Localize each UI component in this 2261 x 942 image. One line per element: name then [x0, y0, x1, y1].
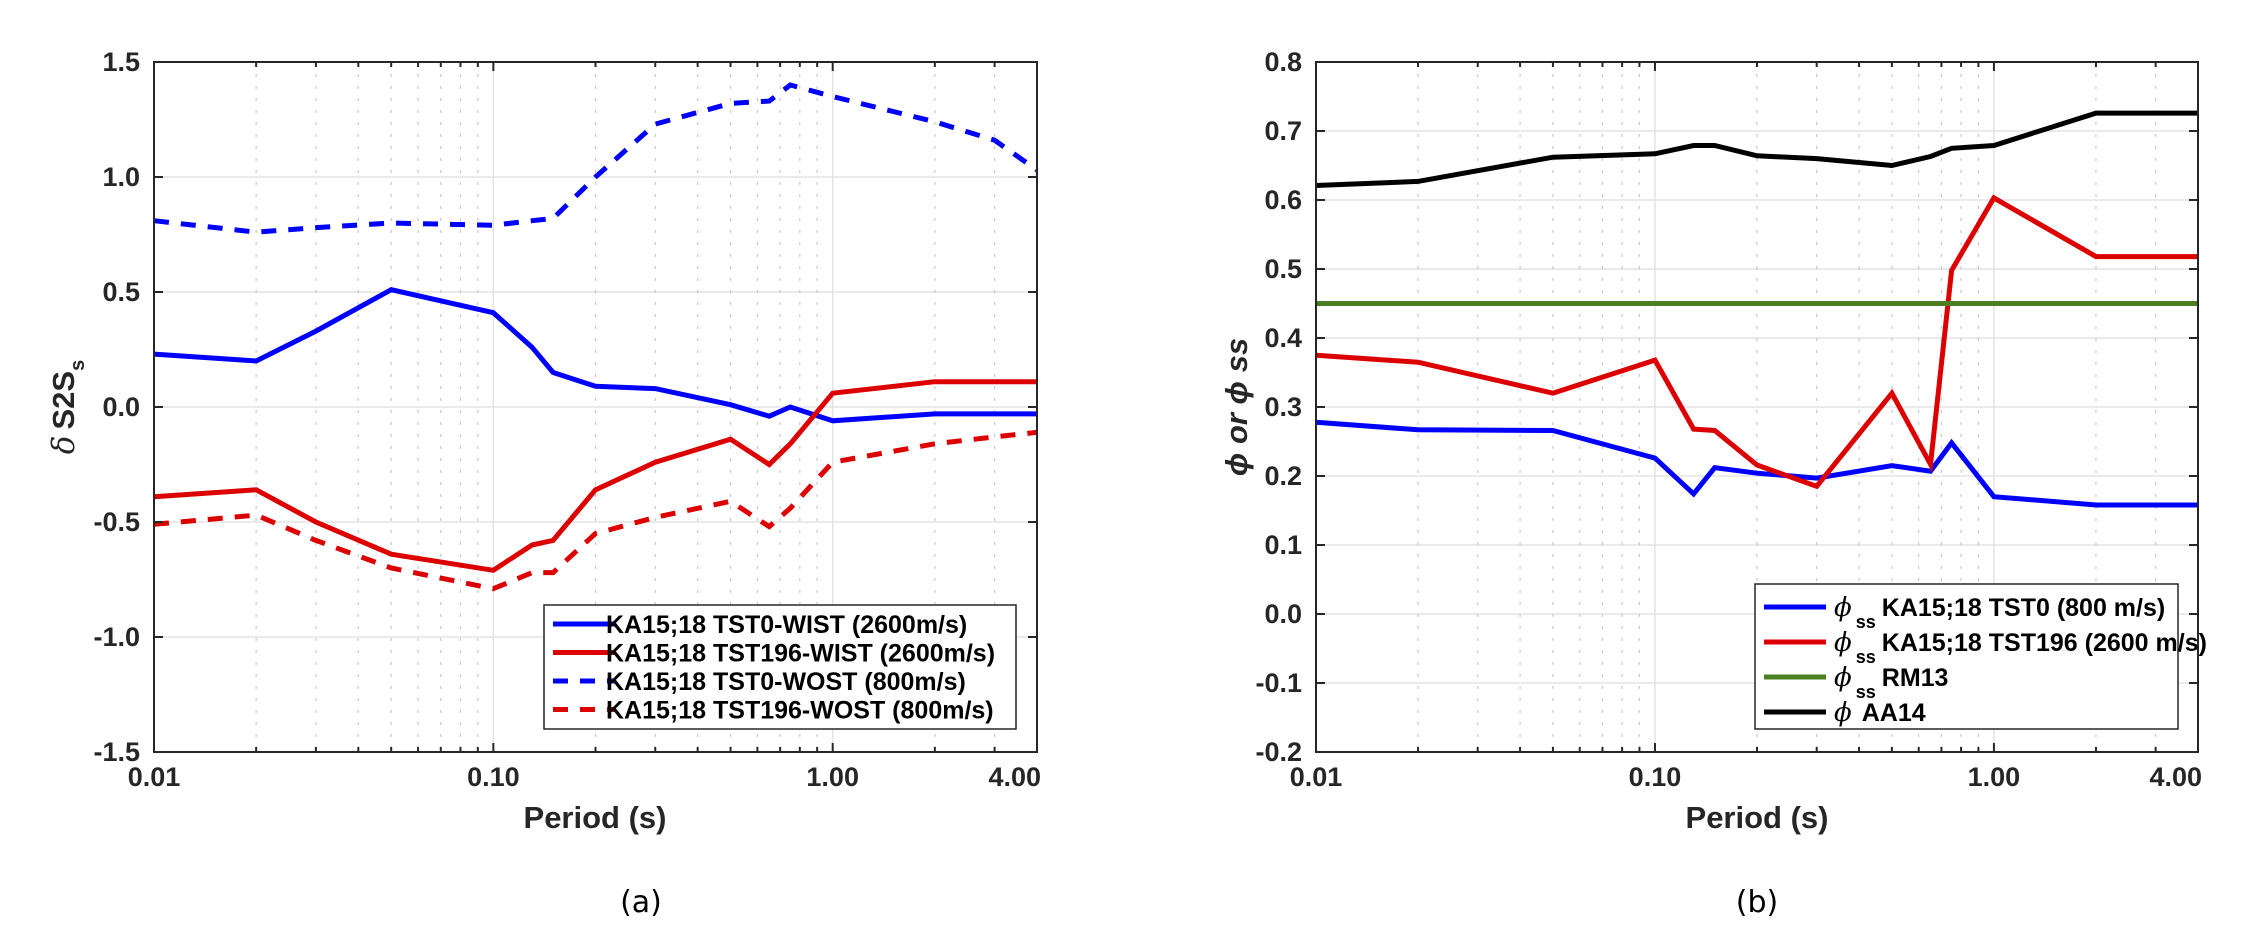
y-tick-label: 0.6 [1264, 185, 1302, 215]
panel-b-chart: -0.2 -0.1 0.0 0.1 0.2 0.3 0.4 0.5 0.6 0.7 0.8 0.01 0… [1219, 47, 2207, 920]
y-tick-label: 0.5 [1264, 254, 1302, 284]
y-tick-label: 0.4 [1264, 323, 1302, 353]
panel-b-xlabel: Period (s) [1686, 800, 1829, 835]
panel-a-series [153, 82, 1039, 592]
x-tick-label: 0.10 [1629, 762, 1682, 792]
panel-a-ticks: -1.5 -1.0 -0.5 0.0 0.5 1.0 1.5 0.01 0.10 1.00 4.00 [93, 47, 1041, 792]
legend-entry-0: ϕ ss KA15;18 TST0 (800 m/s) [1834, 593, 2165, 632]
x-tick-label: 4.00 [2149, 762, 2202, 792]
panel-a-ylabel-delta: δ [46, 436, 82, 455]
legend-entry-3: ϕ AA14 [1834, 698, 1926, 728]
y-tick-label: 1.5 [102, 47, 140, 77]
panel-b-ylabel: ϕ or ϕ ss [1219, 338, 1254, 476]
legend-name: RM13 [1882, 664, 1949, 692]
panel-a-xlabel: Period (s) [524, 800, 667, 835]
series-line-3 [153, 429, 1038, 592]
y-tick-label: 0.0 [1264, 599, 1302, 629]
legend-subscript: ss [1856, 682, 1876, 702]
y-tick-label: 1.0 [102, 162, 140, 192]
panel-a-ylabel: δ S2Ss [46, 360, 89, 454]
y-tick-label: 0.0 [102, 392, 140, 422]
legend-name: AA14 [1862, 699, 1926, 727]
x-tick-label: 0.01 [128, 762, 181, 792]
y-tick-label: -0.1 [1255, 668, 1302, 698]
series-line-1 [153, 379, 1037, 573]
panel-a-ylabel-main: S2S [46, 371, 81, 430]
panel-a-chart: -1.5 -1.0 -0.5 0.0 0.5 1.0 1.5 0.01 0.10 1.00 4.00… [46, 47, 1041, 920]
x-tick-label: 0.10 [467, 762, 520, 792]
x-tick-label: 0.01 [1290, 762, 1343, 792]
y-tick-label: 0.8 [1264, 47, 1302, 77]
y-tick-label: 0.5 [102, 277, 140, 307]
x-tick-label: 4.00 [988, 762, 1041, 792]
x-tick-label: 1.00 [1968, 762, 2021, 792]
legend-name: KA15;18 TST0 (800 m/s) [1882, 594, 2165, 622]
legend-entry-2: ϕ ss RM13 [1834, 663, 1948, 702]
panel-b-label: (b) [1736, 885, 1778, 920]
legend-name: KA15;18 TST0-WOST (800m/s) [606, 668, 966, 696]
legend-entry-1: ϕ ss KA15;18 TST196 (2600 m/s) [1834, 628, 2207, 667]
series-line-0 [153, 287, 1037, 424]
panel-a-ylabel-sub: s [67, 360, 89, 371]
y-tick-label: 0.3 [1264, 392, 1302, 422]
y-tick-label: -0.2 [1255, 737, 1302, 767]
legend-entry-2: KA15;18 TST0-WOST (800m/s) [606, 668, 966, 696]
series-line-3 [1315, 110, 2198, 188]
legend-entry-3: KA15;18 TST196-WOST (800m/s) [606, 697, 994, 725]
legend-name: KA15;18 TST196 (2600 m/s) [1882, 629, 2207, 657]
legend-phi-symbol: ϕ [1834, 663, 1852, 693]
legend-entry-1: KA15;18 TST196-WIST (2600m/s) [606, 640, 995, 668]
series-line-2 [153, 82, 1039, 235]
legend-name: KA15;18 TST196-WIST (2600m/s) [606, 640, 995, 668]
legend-phi-symbol: ϕ [1834, 698, 1852, 728]
y-tick-label: -1.5 [93, 737, 140, 767]
legend-name: KA15;18 TST0-WIST (2600m/s) [606, 611, 967, 639]
y-tick-label: 0.2 [1264, 461, 1302, 491]
panel-a-legend-box [543, 604, 1017, 730]
panel-a-label: (a) [620, 885, 662, 920]
y-tick-label: -0.5 [93, 507, 140, 537]
panel-b-series [1315, 110, 2199, 508]
legend-phi-symbol: ϕ [1834, 628, 1852, 658]
x-tick-label: 1.00 [806, 762, 859, 792]
y-tick-label: 0.7 [1264, 116, 1302, 146]
legend-entry-0: KA15;18 TST0-WIST (2600m/s) [606, 611, 967, 639]
panel-b-ticks: -0.2 -0.1 0.0 0.1 0.2 0.3 0.4 0.5 0.6 0.7 0.8 0.01 0… [1255, 47, 2202, 792]
panel-a-legend: KA15;18 TST0-WIST (2600m/s)KA15;18 TST19… [543, 604, 1017, 730]
legend-name: KA15;18 TST196-WOST (800m/s) [606, 697, 994, 725]
panel-b-legend: ϕ ss KA15;18 TST0 (800 m/s)ϕ ss KA15;18 TST1… [1754, 583, 2207, 730]
legend-subscript: ss [1856, 647, 1876, 667]
series-line-1 [1315, 194, 2198, 490]
y-tick-label: 0.1 [1264, 530, 1302, 560]
legend-phi-symbol: ϕ [1834, 593, 1852, 623]
legend-subscript: ss [1856, 612, 1876, 632]
y-tick-label: -1.0 [93, 622, 140, 652]
